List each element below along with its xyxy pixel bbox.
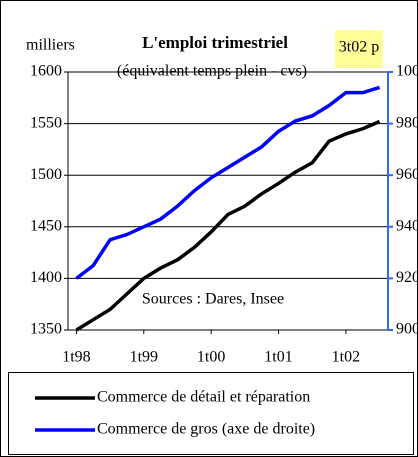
- chart-subtitle: (équivalent temps plein - cvs): [117, 63, 307, 80]
- series-line: [75, 119, 381, 332]
- y2-tick-label: 920: [396, 269, 418, 286]
- y-tick-label: 1500: [30, 166, 62, 183]
- annotation: 3t02 p: [339, 39, 379, 56]
- legend-label: Commerce de gros (axe de droite): [97, 421, 315, 438]
- y2-tick-label: 980: [396, 114, 418, 131]
- y-tick-label: 1600: [30, 63, 62, 80]
- x-tick-label: 1t00: [197, 349, 225, 366]
- series-line: [75, 85, 381, 280]
- y-tick-label: 1450: [30, 217, 62, 234]
- y-axis-label: milliers: [26, 37, 75, 54]
- x-tick-label: 1t99: [130, 349, 158, 366]
- legend-label: Commerce de détail et réparation: [97, 389, 310, 406]
- x-tick-label: 1t02: [332, 349, 360, 366]
- x-tick-label: 1t98: [62, 349, 90, 366]
- y2-tick-label: 960: [396, 166, 418, 183]
- y-tick-label: 1550: [30, 114, 62, 131]
- y-tick-label: 1350: [30, 321, 62, 338]
- legend-box: [8, 372, 414, 455]
- x-tick-label: 1t01: [264, 349, 292, 366]
- y2-tick-label: 940: [396, 217, 418, 234]
- annotation-box: [335, 30, 383, 68]
- source: Sources : Dares, Insee: [142, 291, 284, 308]
- y2-tick-label: 1000: [396, 63, 418, 80]
- chart-title: L'emploi trimestriel: [142, 33, 288, 52]
- y-tick-label: 1400: [30, 269, 62, 286]
- y2-tick-label: 900: [396, 321, 418, 338]
